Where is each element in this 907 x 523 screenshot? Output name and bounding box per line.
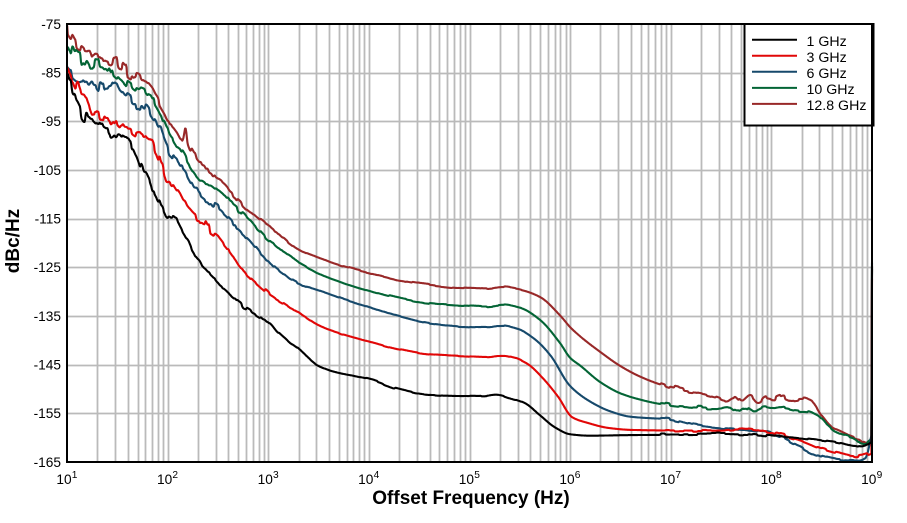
svg-text:1: 1 bbox=[72, 470, 78, 481]
svg-text:-85: -85 bbox=[41, 66, 61, 81]
svg-text:-145: -145 bbox=[34, 358, 62, 373]
svg-text:-165: -165 bbox=[34, 455, 62, 470]
svg-text:4: 4 bbox=[374, 470, 380, 481]
svg-text:8: 8 bbox=[776, 470, 782, 481]
svg-text:10: 10 bbox=[861, 472, 877, 487]
svg-text:6 GHz: 6 GHz bbox=[807, 66, 847, 82]
svg-text:10: 10 bbox=[761, 472, 777, 487]
svg-text:10: 10 bbox=[258, 472, 274, 487]
svg-text:-115: -115 bbox=[35, 212, 62, 227]
svg-text:9: 9 bbox=[877, 470, 883, 481]
svg-text:3: 3 bbox=[273, 470, 279, 481]
svg-text:-135: -135 bbox=[34, 309, 62, 324]
svg-text:1 GHz: 1 GHz bbox=[807, 34, 847, 50]
svg-text:-75: -75 bbox=[41, 17, 61, 32]
svg-text:10: 10 bbox=[56, 472, 72, 487]
svg-text:-95: -95 bbox=[41, 114, 61, 129]
svg-text:Offset Frequency (Hz): Offset Frequency (Hz) bbox=[372, 488, 569, 509]
svg-text:10: 10 bbox=[459, 472, 475, 487]
svg-text:-105: -105 bbox=[34, 163, 62, 178]
svg-text:5: 5 bbox=[474, 470, 480, 481]
svg-text:6: 6 bbox=[575, 470, 581, 481]
svg-text:10: 10 bbox=[358, 472, 374, 487]
svg-text:10 GHz: 10 GHz bbox=[807, 82, 855, 98]
svg-text:7: 7 bbox=[675, 470, 681, 481]
svg-text:2: 2 bbox=[172, 470, 178, 481]
svg-text:10: 10 bbox=[157, 472, 173, 487]
svg-text:10: 10 bbox=[660, 472, 676, 487]
svg-text:-125: -125 bbox=[34, 260, 62, 275]
svg-text:12.8 GHz: 12.8 GHz bbox=[807, 98, 867, 114]
svg-text:-155: -155 bbox=[34, 406, 62, 421]
svg-text:dBc/Hz: dBc/Hz bbox=[3, 209, 24, 273]
svg-text:3 GHz: 3 GHz bbox=[807, 50, 847, 66]
svg-text:10: 10 bbox=[559, 472, 575, 487]
